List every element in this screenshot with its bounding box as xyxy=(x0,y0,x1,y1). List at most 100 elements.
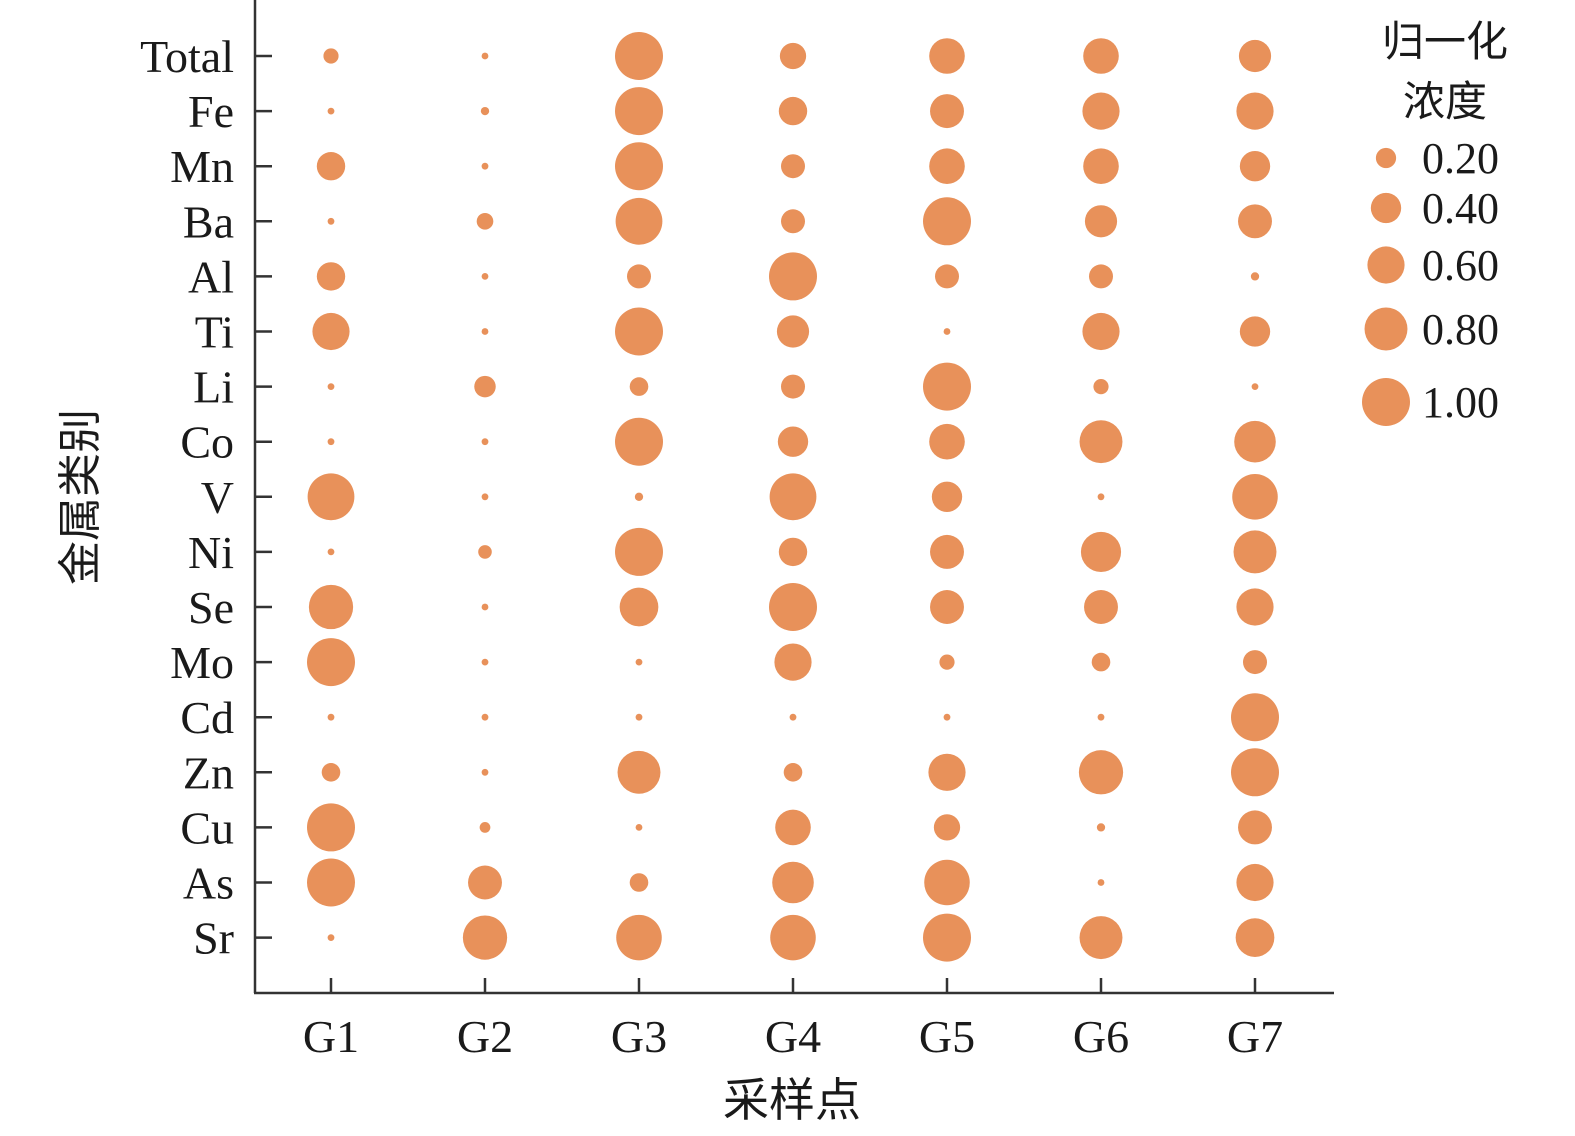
y-tick-label-cd: Cd xyxy=(180,692,234,743)
bubble-ti-g5 xyxy=(943,328,951,335)
bubble-cu-g6 xyxy=(1096,823,1106,832)
bubble-al-g5 xyxy=(935,264,959,289)
bubble-se-g3 xyxy=(619,587,659,627)
y-tick-label-as: As xyxy=(183,858,234,909)
bubble-cu-g4 xyxy=(775,809,811,846)
y-tick-label-mo: Mo xyxy=(170,637,234,688)
bubble-zn-g7 xyxy=(1231,748,1279,797)
y-tick-label-ba: Ba xyxy=(183,196,234,247)
bubble-zn-g4 xyxy=(783,763,803,782)
bubble-zn-g5 xyxy=(928,753,966,791)
bubble-as-g4 xyxy=(772,861,814,904)
size-legend: 归一化 浓度 0.200.40 0.60 0.80 1.00 xyxy=(1362,17,1508,427)
bubble-v-g7 xyxy=(1232,474,1278,520)
bubble-cd-g7 xyxy=(1231,693,1279,742)
x-tick-label-g6: G6 xyxy=(1073,1011,1129,1062)
bubble-ba-g7 xyxy=(1238,204,1272,239)
bubble-ni-g7 xyxy=(1233,530,1277,574)
bubble-ti-g7 xyxy=(1239,316,1271,347)
bubble-mn-g1 xyxy=(316,152,346,181)
bubble-fe-g3 xyxy=(615,87,663,136)
bubble-cd-g6 xyxy=(1097,713,1105,721)
bubble-ni-g5 xyxy=(930,534,964,569)
legend-label-5: 1.00 xyxy=(1422,378,1499,427)
bubble-ti-g2 xyxy=(481,328,489,335)
bubble-total-g6 xyxy=(1083,38,1119,74)
bubble-fe-g1 xyxy=(327,107,335,115)
legend-marker-2 xyxy=(1370,192,1402,224)
y-tick-label-co: Co xyxy=(180,417,234,468)
bubble-ba-g1 xyxy=(327,217,335,225)
bubble-ti-g4 xyxy=(776,315,810,348)
bubble-mo-g2 xyxy=(481,658,489,666)
bubble-cu-g1 xyxy=(307,803,355,852)
x-tick-label-g2: G2 xyxy=(457,1011,513,1062)
bubble-mo-g7 xyxy=(1243,650,1267,675)
bubble-total-g4 xyxy=(779,42,807,70)
x-tick-label-g3: G3 xyxy=(611,1011,667,1062)
bubble-v-g3 xyxy=(634,492,644,501)
y-tick-label-total: Total xyxy=(140,31,234,82)
bubble-al-g3 xyxy=(627,264,651,289)
x-axis-ticks: G1 G2 G3 G4 G5 G6 G7 xyxy=(303,978,1283,1062)
bubble-se-g6 xyxy=(1084,590,1118,624)
bubble-fe-g6 xyxy=(1082,92,1120,130)
bubble-cd-g3 xyxy=(635,713,643,721)
bubble-mn-g2 xyxy=(481,162,489,170)
bubble-zn-g2 xyxy=(481,768,489,776)
bubble-ti-g1 xyxy=(312,312,350,351)
x-tick-label-g4: G4 xyxy=(765,1011,821,1062)
y-tick-label-fe: Fe xyxy=(188,86,234,137)
bubble-ba-g4 xyxy=(781,209,805,234)
bubble-mo-g3 xyxy=(635,658,643,666)
legend-marker-4 xyxy=(1364,307,1408,351)
bubble-mn-g6 xyxy=(1083,148,1119,184)
y-tick-label-cu: Cu xyxy=(180,802,234,853)
legend-marker-3 xyxy=(1367,246,1405,284)
bubble-cu-g5 xyxy=(933,814,961,841)
bubble-sr-g4 xyxy=(770,914,816,961)
bubble-se-g4 xyxy=(769,583,817,631)
bubble-li-g6 xyxy=(1093,379,1109,395)
bubble-fe-g2 xyxy=(480,106,490,116)
bubble-cd-g5 xyxy=(943,713,951,721)
bubble-mn-g5 xyxy=(929,148,965,184)
bubble-cd-g2 xyxy=(481,713,489,721)
bubble-ni-g4 xyxy=(778,537,808,567)
bubble-mo-g5 xyxy=(939,654,955,670)
bubble-v-g4 xyxy=(769,473,817,521)
bubble-marks xyxy=(307,32,1279,962)
bubble-ni-g2 xyxy=(478,545,492,559)
bubble-se-g2 xyxy=(481,603,489,611)
bubble-total-g2 xyxy=(481,52,489,60)
bubble-sr-g1 xyxy=(327,934,335,941)
bubble-ni-g3 xyxy=(615,527,663,576)
bubble-mn-g4 xyxy=(781,154,805,179)
bubble-sr-g3 xyxy=(616,914,662,961)
bubble-cu-g7 xyxy=(1238,810,1272,845)
bubble-total-g7 xyxy=(1238,39,1272,73)
bubble-co-g5 xyxy=(929,423,965,460)
bubble-ti-g6 xyxy=(1082,312,1120,351)
bubble-sr-g2 xyxy=(462,915,508,960)
bubble-se-g7 xyxy=(1236,588,1274,626)
bubble-fe-g5 xyxy=(930,94,964,129)
bubble-v-g6 xyxy=(1097,493,1105,501)
y-tick-label-ti: Ti xyxy=(195,307,234,358)
y-tick-label-zn: Zn xyxy=(183,747,234,798)
bubble-li-g7 xyxy=(1251,383,1259,390)
bubble-mo-g1 xyxy=(307,638,355,687)
bubble-ni-g1 xyxy=(327,548,335,556)
y-tick-label-al: Al xyxy=(188,251,234,302)
bubble-total-g1 xyxy=(323,48,339,64)
bubble-sr-g5 xyxy=(923,913,971,962)
bubble-mo-g6 xyxy=(1091,652,1111,672)
x-tick-label-g7: G7 xyxy=(1227,1011,1283,1062)
bubble-v-g1 xyxy=(307,473,355,521)
bubble-al-g4 xyxy=(769,252,817,301)
bubble-co-g2 xyxy=(481,438,489,446)
y-tick-label-ni: Ni xyxy=(188,527,234,578)
bubble-v-g2 xyxy=(481,493,489,501)
bubble-li-g3 xyxy=(629,377,649,396)
